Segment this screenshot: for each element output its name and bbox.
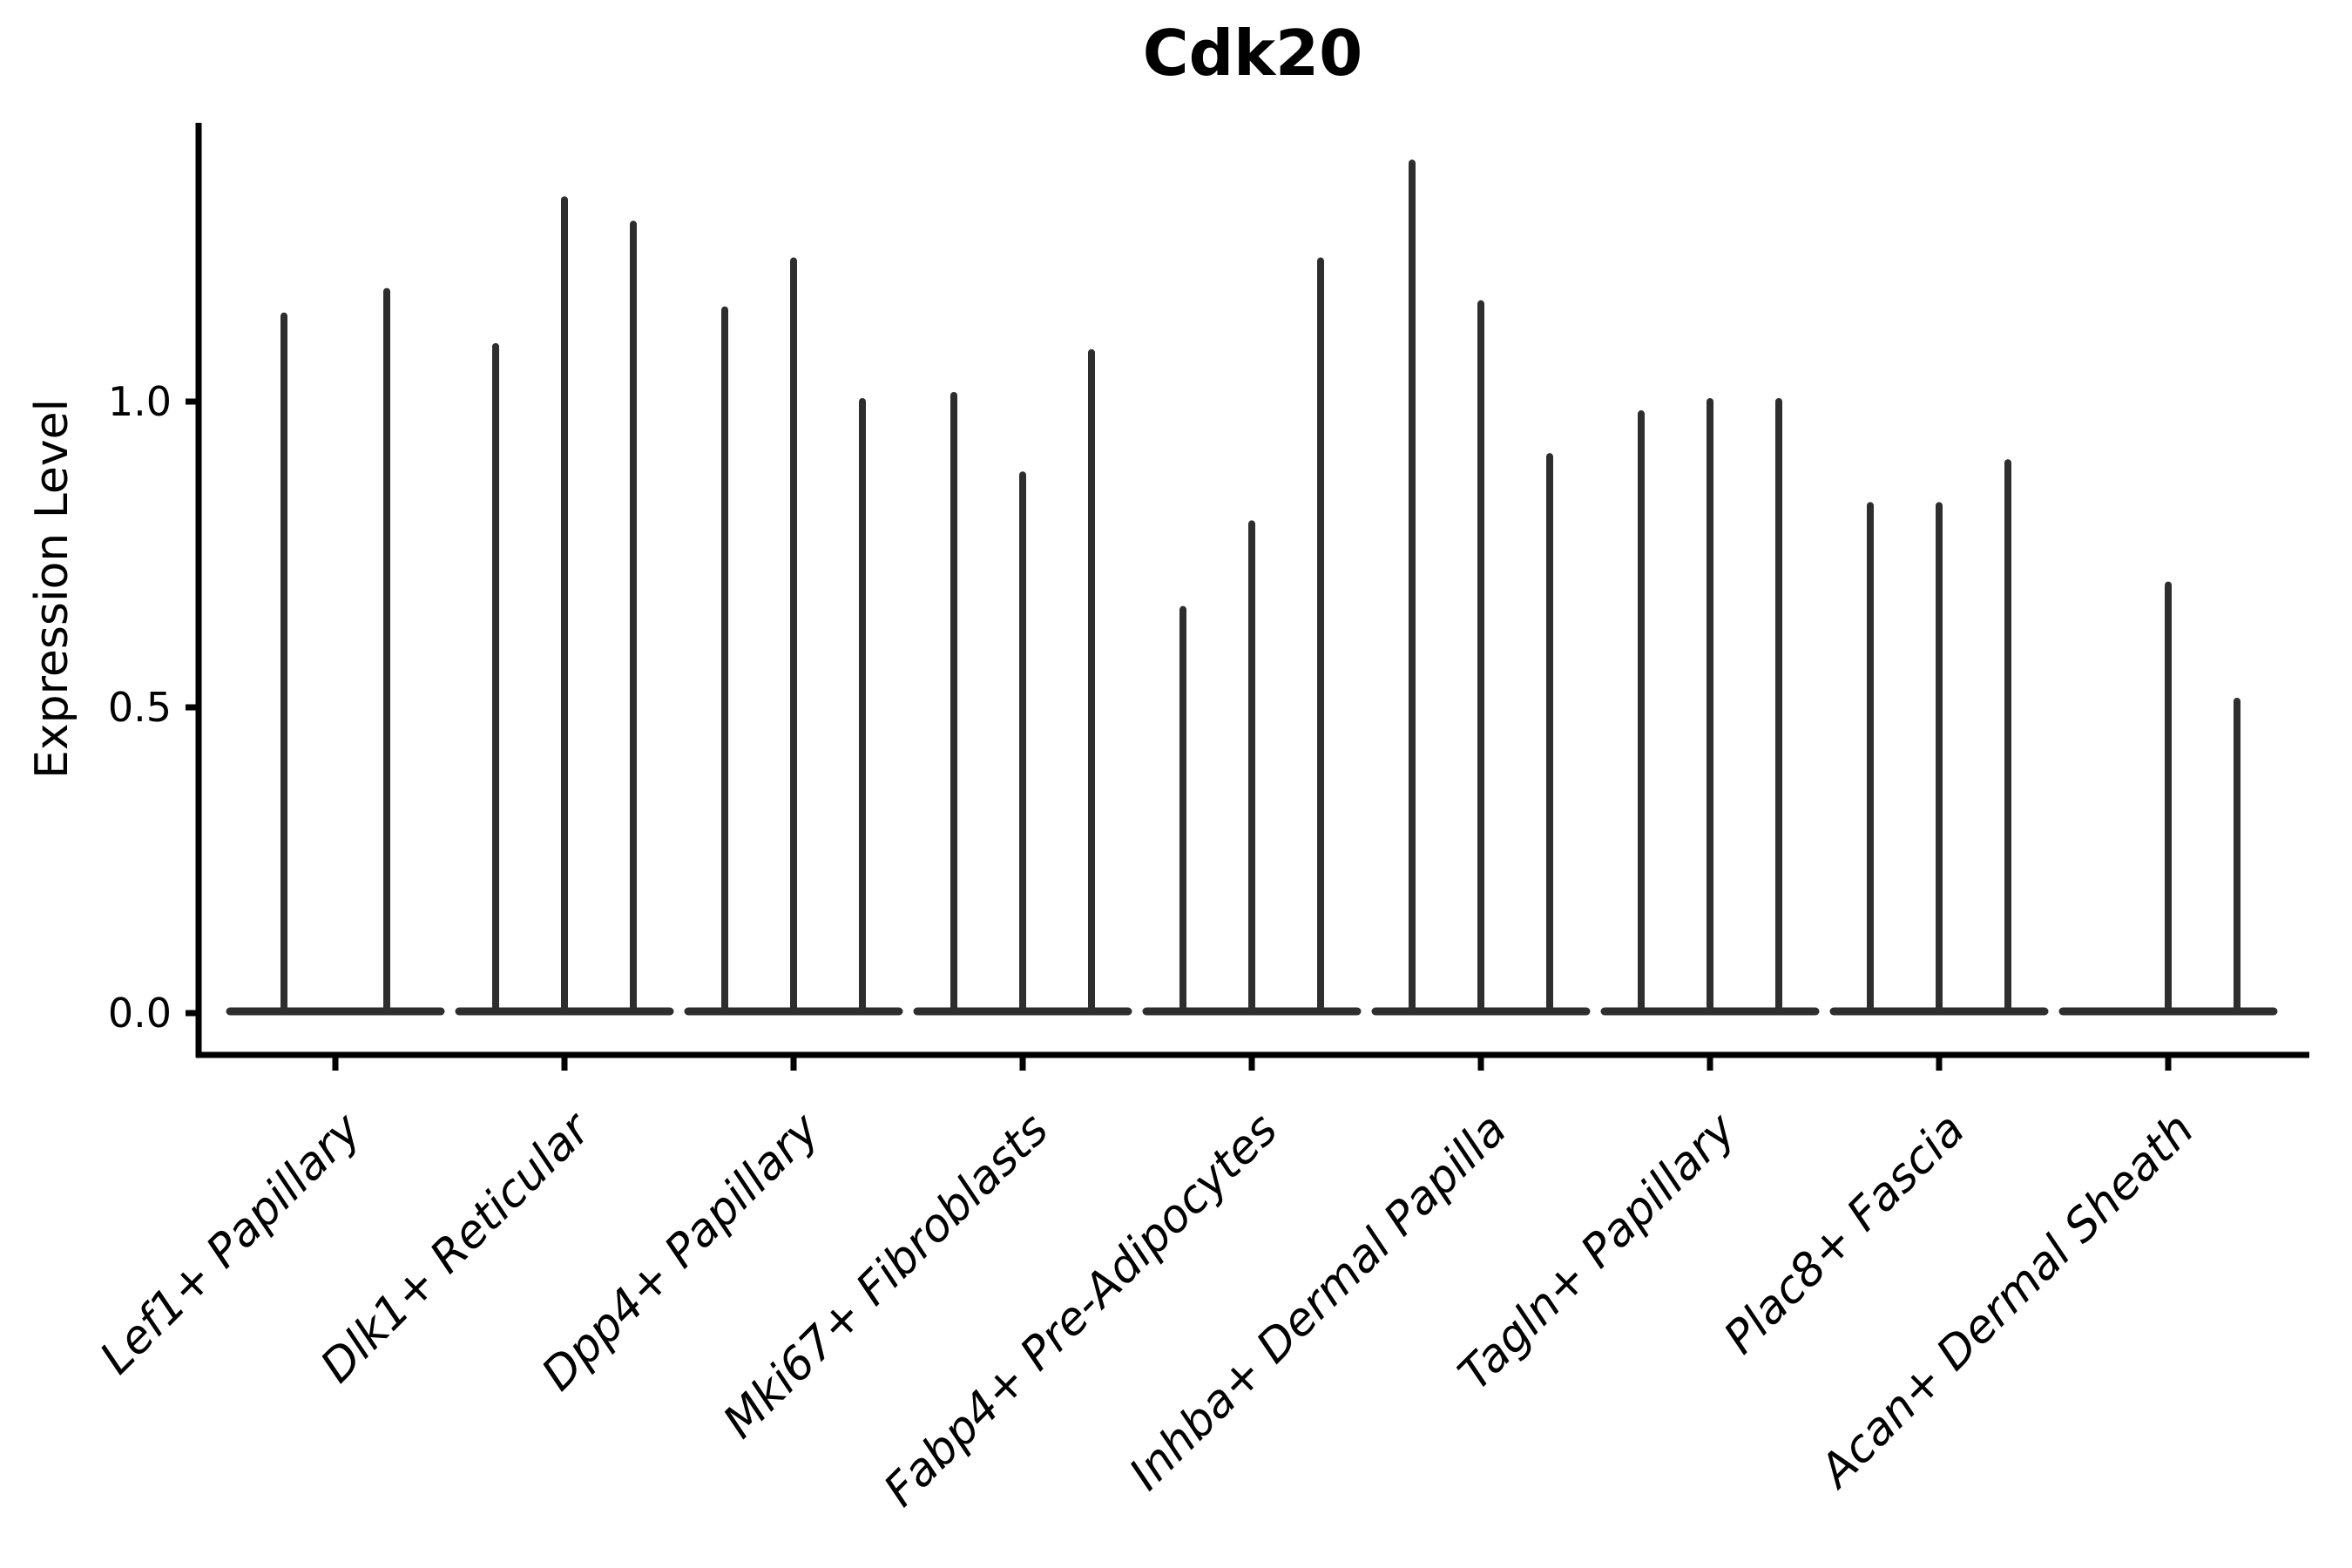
y-tick-label: 0.0 <box>108 990 172 1037</box>
x-category-label: Plac8+ Fascia <box>1714 1104 1975 1364</box>
plot-title: Cdk20 <box>1142 17 1363 90</box>
y-tick-label: 0.5 <box>108 684 172 731</box>
y-tick-label: 1.0 <box>108 378 172 425</box>
x-category-label: Fabp4+ Pre-Adipocytes <box>875 1104 1288 1517</box>
y-axis-label: Expression Level <box>26 398 78 780</box>
x-category-label: Acan+ Dermal Sheath <box>1808 1104 2204 1499</box>
x-category-label: Inhba+ Dermal Papilla <box>1119 1104 1517 1501</box>
